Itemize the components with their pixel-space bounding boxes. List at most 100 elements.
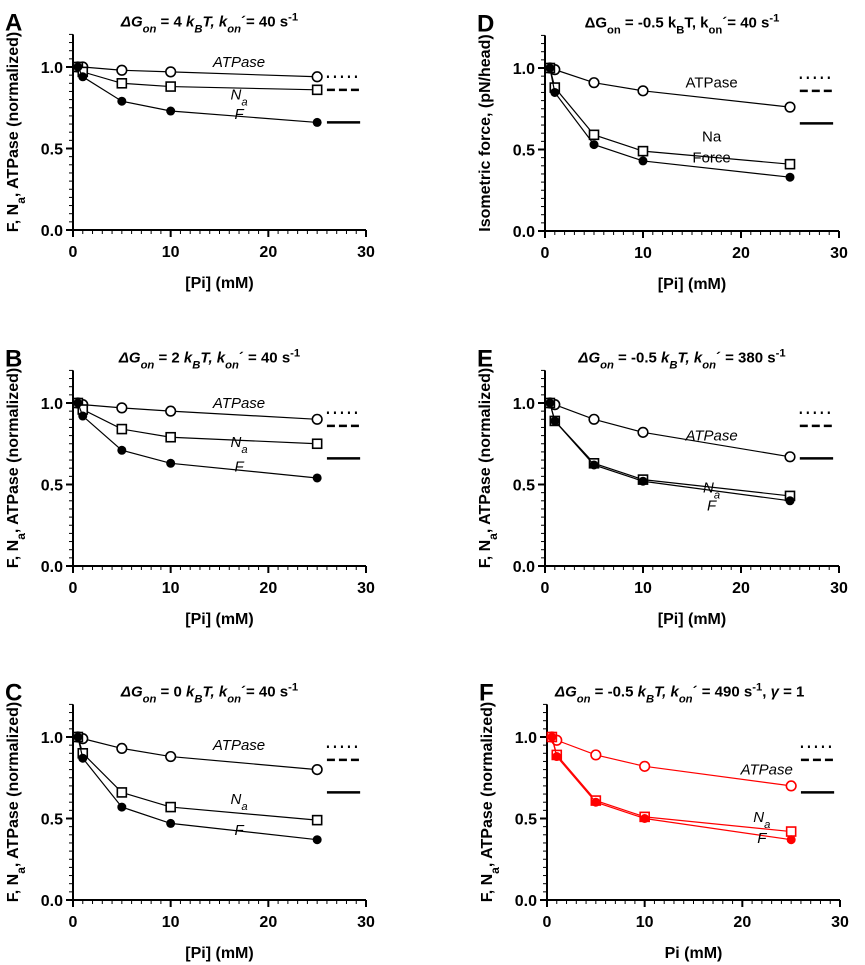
x-tick-label: 0 — [541, 580, 550, 597]
series-label: ATPase — [740, 761, 793, 778]
data-point — [311, 71, 323, 83]
data-point — [312, 473, 322, 483]
data-point — [547, 732, 557, 742]
x-tick-label: 30 — [830, 580, 848, 597]
x-tick-label: 10 — [636, 914, 654, 931]
panel-a: A 0.0 0.5 1.0 0 10 20 30 [Pi] (mM) F, Na, ATPase … — [5, 9, 375, 292]
y-tick-label: 0.5 — [513, 143, 535, 160]
data-point — [116, 787, 128, 798]
series-line — [77, 402, 318, 420]
series-label: ATPase — [685, 75, 737, 92]
y-tick-label: 0.0 — [515, 893, 537, 910]
data-point — [545, 63, 555, 73]
x-tick-label: 20 — [259, 580, 277, 597]
y-axis-label: F, Na, ATPase (normalized) — [5, 32, 28, 233]
data-point — [117, 802, 127, 812]
y-axis-label: F, Na, ATPase (normalized) — [477, 368, 500, 569]
y-axis-label: F, Na, ATPase (normalized) — [5, 368, 28, 569]
series-na: Na — [72, 731, 323, 826]
data-point — [785, 780, 797, 792]
data-point — [786, 835, 796, 845]
series-line — [77, 66, 318, 91]
data-point — [640, 814, 650, 823]
data-point — [311, 763, 323, 776]
y-tick-label: 1.0 — [515, 730, 537, 747]
data-point — [78, 411, 88, 421]
series-label: Na — [753, 809, 770, 831]
series-line — [549, 402, 791, 497]
series-label: Na — [230, 87, 247, 109]
x-axis-label: [Pi] (mM) — [185, 945, 253, 962]
x-axis-label: [Pi] (mM) — [185, 275, 253, 292]
panel-title: ΔGon = -0.5 kBT, kon´= 40 s-1 — [585, 12, 780, 36]
x-tick-label: 30 — [830, 245, 848, 262]
series-label: ATPase — [212, 54, 265, 71]
series-label: Na — [703, 480, 720, 502]
series-label: F — [757, 830, 767, 847]
data-point — [165, 750, 177, 763]
data-point — [550, 416, 560, 426]
series-f: F — [73, 62, 322, 127]
series-line — [77, 736, 318, 841]
series-na: Na — [544, 62, 796, 170]
panel-title: ΔGon = -0.5 kBT, kon´ = 380 s-1 — [577, 347, 785, 371]
data-point — [588, 413, 600, 425]
series-atpase: ATPase — [544, 62, 796, 113]
series-line — [77, 736, 318, 821]
data-point — [73, 62, 83, 72]
series-label: Na — [230, 434, 247, 456]
x-tick-label: 10 — [634, 245, 652, 262]
data-point — [784, 101, 796, 113]
data-point — [589, 460, 599, 470]
data-point — [166, 818, 176, 828]
y-tick-label: 1.0 — [41, 396, 63, 413]
panel-d: D 0.0 0.5 1.0 0 10 20 30 [Pi] (mM) Isometric forc… — [477, 10, 848, 293]
data-point — [312, 117, 322, 127]
series-na: Na — [546, 731, 797, 837]
data-point — [311, 438, 323, 450]
data-point — [637, 85, 649, 97]
y-tick-label: 0.5 — [41, 812, 63, 829]
data-point — [588, 129, 600, 141]
data-point — [116, 423, 128, 435]
panel-e: E 0.0 0.5 1.0 0 10 20 30 [Pi] (mM) F, Na, ATPase … — [477, 345, 848, 628]
y-tick-label: 0.5 — [41, 142, 63, 159]
y-axis-label: F, Na, ATPase (normalized) — [479, 702, 502, 903]
x-axis-label: [Pi] (mM) — [658, 276, 726, 293]
series-label: ATPase — [212, 737, 265, 754]
panel-title: ΔGon = 4 kBT, kon´= 40 s-1 — [120, 11, 298, 35]
x-tick-label: 10 — [162, 580, 180, 597]
x-tick-label: 30 — [357, 580, 375, 597]
y-tick-label: 1.0 — [513, 396, 535, 413]
data-point — [165, 66, 177, 78]
data-point — [552, 752, 562, 762]
x-tick-label: 30 — [357, 914, 375, 931]
data-point — [311, 814, 323, 826]
y-tick-label: 0.0 — [41, 559, 63, 576]
y-tick-label: 0.5 — [41, 478, 63, 495]
data-point — [78, 72, 88, 82]
y-tick-label: 1.0 — [41, 730, 63, 747]
data-point — [311, 413, 323, 425]
y-tick-label: 0.0 — [41, 893, 63, 910]
series-label: F — [234, 106, 244, 123]
data-point — [165, 431, 176, 443]
data-point — [638, 476, 648, 486]
data-point — [165, 801, 176, 813]
x-tick-label: 0 — [69, 244, 78, 261]
y-axis-label: F, Na, ATPase (normalized) — [5, 702, 28, 903]
data-point — [784, 451, 796, 463]
series-label: Na — [230, 791, 247, 813]
y-tick-label: 1.0 — [41, 60, 63, 77]
series-atpase: ATPase — [72, 395, 323, 425]
data-point — [165, 81, 176, 92]
data-point — [589, 140, 599, 150]
panel-letter: C — [5, 679, 22, 706]
series-line — [77, 402, 318, 479]
panel-letter: B — [5, 345, 22, 372]
data-point — [116, 402, 128, 414]
data-point — [590, 749, 602, 761]
y-tick-label: 0.0 — [41, 223, 63, 240]
panel-letter: A — [5, 9, 22, 36]
panel-c: C 0.0 0.5 1.0 0 10 20 30 [Pi] (mM) F, Na, ATPase … — [5, 679, 375, 962]
